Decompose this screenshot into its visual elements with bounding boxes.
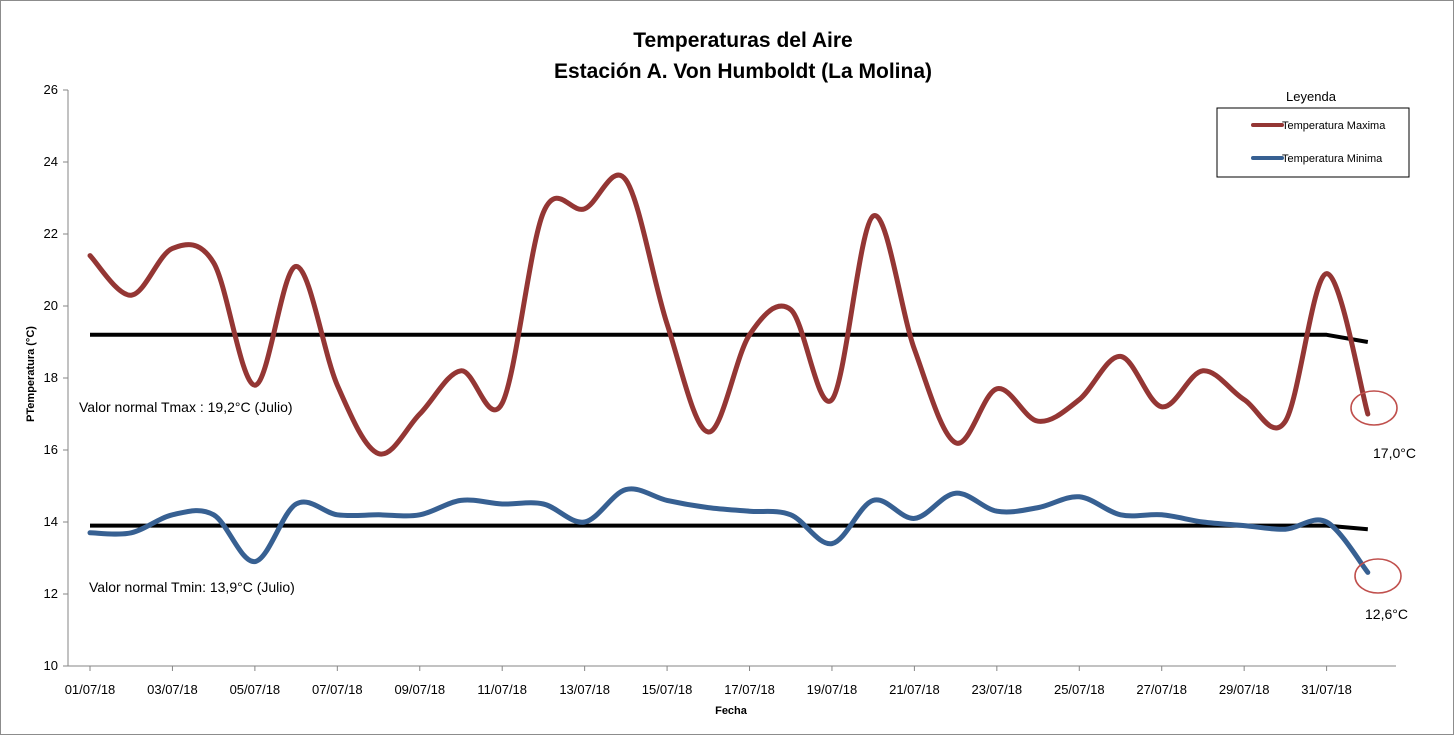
series-lines [87,172,1371,575]
x-axis-label: Fecha [715,705,748,717]
legend: Leyenda Temperatura Maxima Temperatura M… [1216,89,1410,178]
chart-title-line1: Temperaturas del Aire [633,29,852,52]
x-tick-label: 01/07/18 [65,682,116,697]
y-tick-label: 26 [44,82,58,97]
x-tick-label: 23/07/18 [972,682,1023,697]
x-tick-label: 25/07/18 [1054,682,1105,697]
legend-label-max: Temperatura Maxima [1282,120,1386,132]
x-tick-label: 19/07/18 [807,682,858,697]
x-tick-label: 31/07/18 [1301,682,1352,697]
legend-label-min: Temperatura Minima [1282,153,1383,165]
y-axis: 10 12 14 16 18 20 22 24 26 [44,82,69,673]
x-tick-label: 15/07/18 [642,682,693,697]
x-tick-label: 17/07/18 [724,682,775,697]
x-tick-label: 09/07/18 [394,682,445,697]
normal-lines [90,332,1369,532]
x-tick-label: 11/07/18 [477,682,527,697]
y-tick-label: 10 [44,658,58,673]
x-tick-label: 03/07/18 [147,682,198,697]
y-tick-label: 22 [44,226,58,241]
normal-tmax-line [90,332,1369,344]
normal-tmax-label: Valor normal Tmax : 19,2°C (Julio) [79,399,293,415]
legend-title: Leyenda [1286,89,1337,104]
series-line-temperatura-minima [87,486,1371,575]
y-tick-label: 18 [44,370,58,385]
x-tick-label: 05/07/18 [230,682,281,697]
normal-tmin-label: Valor normal Tmin: 13,9°C (Julio) [89,579,295,595]
y-axis-label: PTemperatura (°C) [25,326,37,422]
y-tick-label: 20 [44,298,58,313]
last-min-value-label: 12,6°C [1365,606,1408,622]
last-max-value-label: 17,0°C [1373,445,1416,461]
x-axis: 01/07/18 03/07/18 05/07/18 07/07/18 09/07/18… [65,665,1396,697]
x-tick-label: 29/07/18 [1219,682,1270,697]
legend-box [1216,107,1410,178]
y-tick-label: 16 [44,442,58,457]
x-tick-label: 27/07/18 [1136,682,1187,697]
highlight-last-max-circle [1350,390,1398,426]
y-tick-label: 14 [44,514,58,529]
highlight-last-min-circle [1354,558,1402,594]
series-line-temperatura-maxima [87,172,1371,457]
y-tick-label: 24 [44,154,58,169]
x-tick-label: 07/07/18 [312,682,363,697]
normal-tmin-line [90,523,1368,532]
y-tick-label: 12 [44,586,58,601]
x-tick-label: 21/07/18 [889,682,940,697]
x-tick-label: 13/07/18 [559,682,610,697]
chart-title-line2: Estación A. Von Humboldt (La Molina) [554,60,932,83]
